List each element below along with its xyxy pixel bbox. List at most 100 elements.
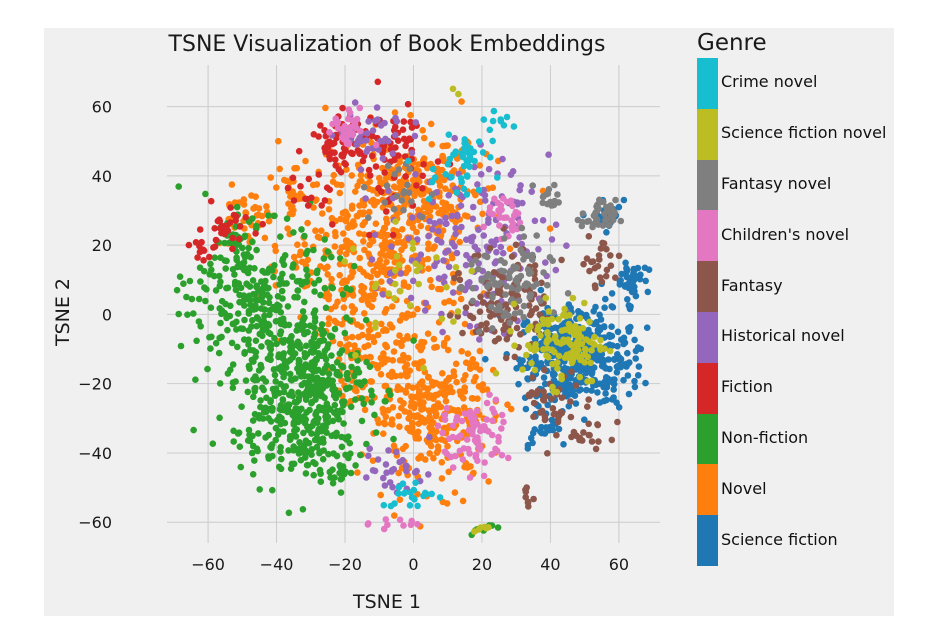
data-point (583, 255, 591, 262)
data-point (628, 288, 636, 296)
data-point (270, 273, 277, 281)
data-point (372, 163, 380, 170)
data-point (352, 352, 359, 359)
data-point (551, 197, 558, 205)
data-point (241, 316, 248, 324)
data-point (412, 119, 420, 126)
data-point (305, 175, 313, 183)
data-point (442, 142, 449, 150)
data-point (419, 127, 427, 134)
data-point (329, 178, 337, 185)
data-point (244, 281, 251, 288)
data-point (378, 320, 385, 328)
data-point (259, 220, 266, 228)
data-point (528, 188, 535, 195)
data-point (365, 214, 372, 221)
data-point (525, 302, 533, 309)
data-point (351, 99, 359, 106)
data-point (315, 436, 323, 443)
data-point (430, 454, 437, 462)
data-point (438, 310, 445, 318)
data-point (229, 266, 237, 273)
data-point (411, 192, 418, 200)
data-point (540, 269, 547, 276)
data-point (445, 131, 453, 138)
data-point (310, 310, 318, 317)
data-point (320, 255, 328, 262)
data-point (256, 486, 263, 493)
data-point (544, 316, 551, 324)
data-point (450, 299, 457, 307)
data-point (595, 438, 602, 445)
data-point (466, 474, 474, 481)
y-tick-label: −40 (78, 444, 112, 463)
data-point (459, 329, 466, 337)
data-point (194, 254, 201, 261)
data-point (622, 259, 629, 267)
data-point (386, 277, 394, 285)
data-point (312, 392, 320, 399)
data-point (331, 401, 339, 409)
data-point (380, 263, 387, 271)
data-point (481, 459, 488, 466)
data-point (296, 407, 303, 415)
data-point (192, 239, 200, 246)
data-point (497, 202, 505, 209)
data-point (359, 157, 367, 165)
data-point (265, 299, 273, 307)
data-point (358, 417, 366, 425)
data-point (245, 426, 253, 434)
data-point (263, 394, 270, 402)
data-point (285, 321, 293, 329)
data-point (390, 435, 397, 443)
data-point (409, 419, 416, 427)
data-point (611, 209, 618, 216)
data-point (290, 261, 297, 268)
data-point (368, 303, 376, 311)
x-tick-label: 0 (408, 555, 418, 574)
data-point (262, 434, 269, 441)
data-point (297, 183, 304, 190)
data-point (571, 392, 579, 400)
data-point (389, 150, 397, 157)
data-point (216, 380, 224, 387)
legend-label: Crime novel (721, 72, 818, 92)
data-point (216, 305, 223, 312)
data-point (645, 266, 653, 273)
data-point (612, 196, 619, 204)
data-point (512, 241, 520, 249)
data-point (397, 287, 404, 295)
data-point (269, 486, 276, 494)
data-point (328, 214, 336, 222)
data-point (400, 351, 407, 359)
data-point (301, 241, 309, 248)
data-point (425, 232, 432, 240)
data-point (496, 222, 503, 229)
data-point (271, 334, 278, 342)
data-point (310, 131, 318, 138)
data-point (265, 265, 273, 273)
data-point (489, 117, 497, 125)
data-point (463, 251, 470, 259)
data-point (592, 284, 599, 292)
data-point (229, 361, 237, 368)
data-point (403, 462, 410, 470)
data-point (246, 296, 254, 304)
data-point (380, 501, 388, 509)
data-point (354, 140, 361, 148)
data-point (366, 353, 374, 361)
data-point (581, 299, 588, 307)
data-point (336, 350, 344, 357)
data-point (310, 204, 317, 211)
data-point (397, 372, 405, 379)
data-point (338, 244, 346, 251)
data-point (479, 210, 486, 218)
data-point (488, 451, 496, 458)
data-point (408, 398, 416, 406)
data-point (403, 361, 411, 368)
data-point (271, 212, 278, 220)
data-point (466, 279, 473, 286)
data-point (348, 172, 356, 179)
data-point (509, 220, 517, 228)
data-point (244, 388, 252, 396)
